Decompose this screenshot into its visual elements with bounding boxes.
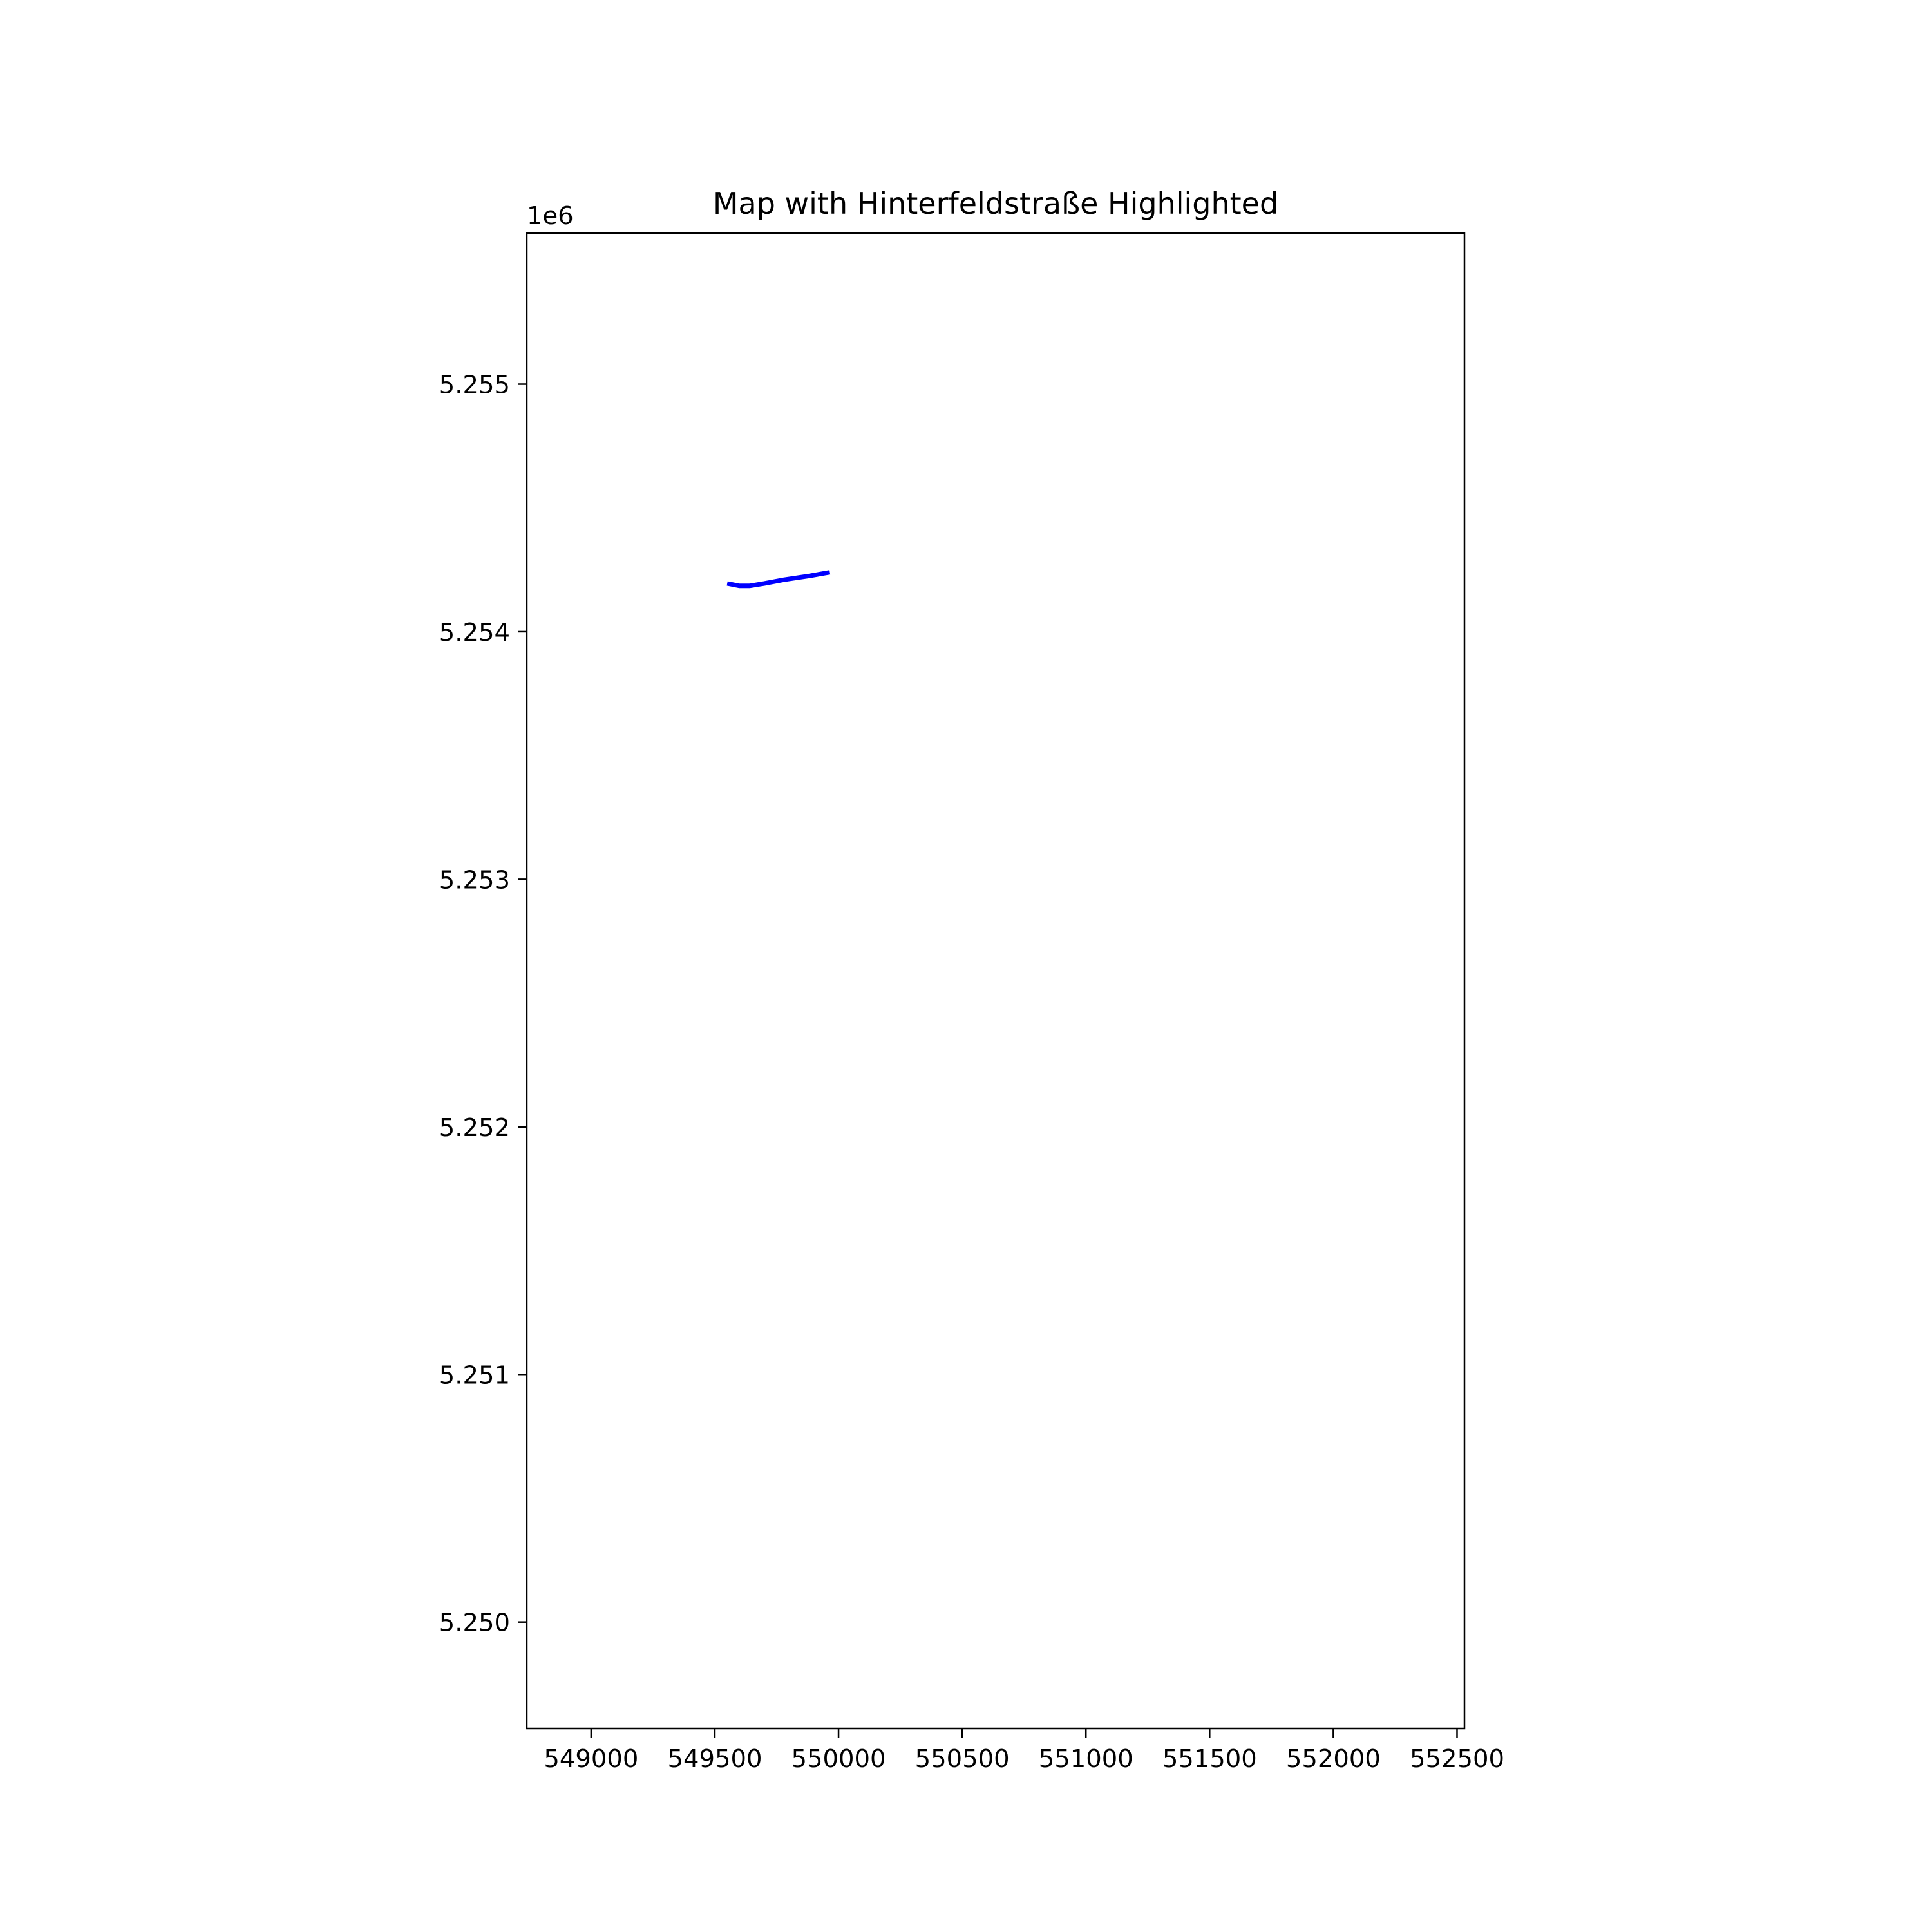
- x-tick-label: 550500: [915, 1745, 1010, 1774]
- x-axis: 549000 549500 550000 550500 551000 551500 5520…: [544, 1728, 1504, 1774]
- x-tick-label: 551000: [1039, 1745, 1133, 1774]
- street-line-hinterfeldstrasse: [726, 570, 831, 589]
- y-tick-label: 5.250: [439, 1609, 510, 1638]
- y-axis-offset-label: 1e6: [527, 202, 574, 231]
- axes-frame: [526, 232, 1466, 1730]
- x-tick-label: 552000: [1286, 1745, 1381, 1774]
- chart-title: Map with Hinterfeldstraße Highlighted: [713, 186, 1278, 221]
- x-tick-label: 549000: [544, 1745, 638, 1774]
- x-tick-label: 552500: [1410, 1745, 1504, 1774]
- y-tick-label: 5.255: [439, 371, 510, 400]
- plot-area: [726, 570, 831, 589]
- y-tick-label: 5.254: [439, 618, 510, 647]
- x-tick-label: 551500: [1162, 1745, 1257, 1774]
- y-axis: 5.250 5.251 5.252 5.253 5.254 5.255: [439, 371, 527, 1638]
- y-tick-label: 5.252: [439, 1113, 510, 1142]
- x-tick-label: 549500: [667, 1745, 762, 1774]
- y-tick-label: 5.251: [439, 1361, 510, 1390]
- y-tick-label: 5.253: [439, 866, 510, 895]
- x-tick-label: 550000: [791, 1745, 886, 1774]
